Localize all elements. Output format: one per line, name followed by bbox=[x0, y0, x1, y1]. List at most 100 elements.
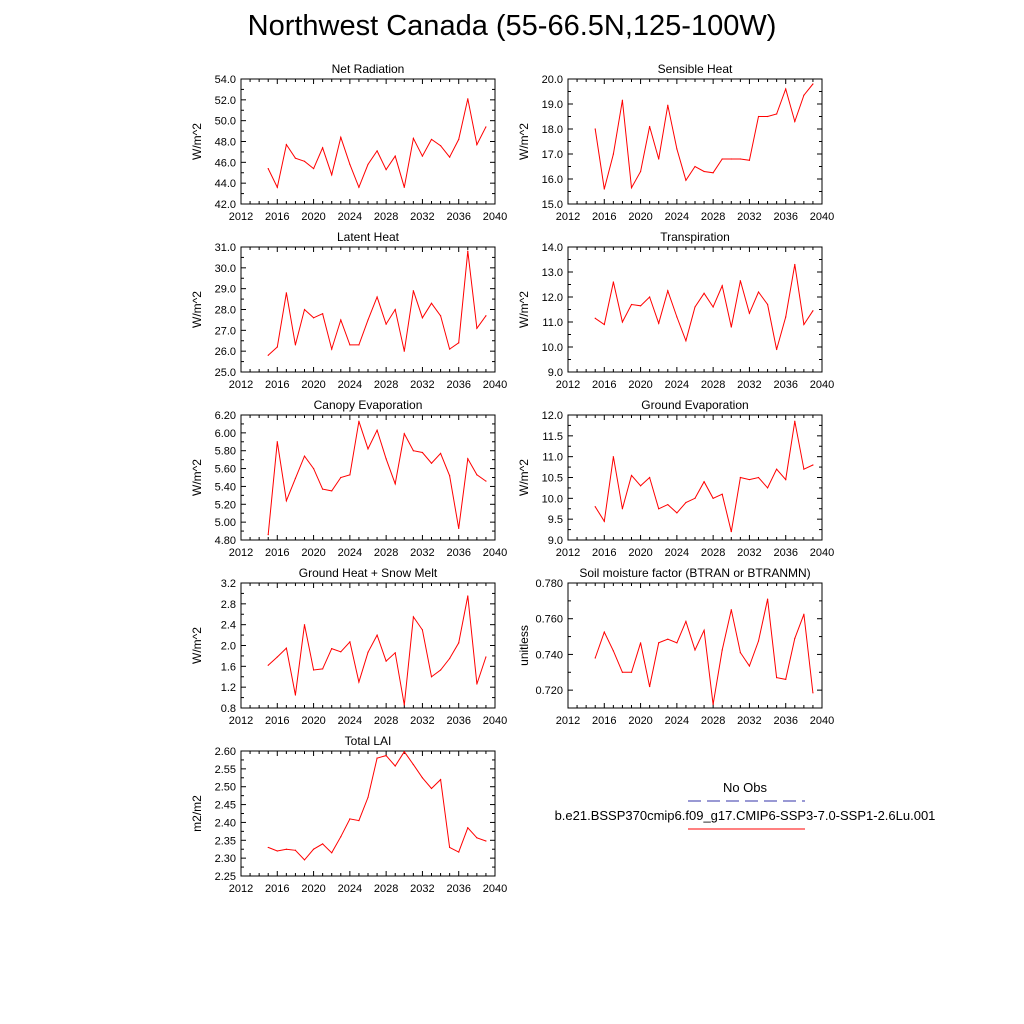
data-point bbox=[639, 485, 642, 487]
panel-title: Net Radiation bbox=[332, 62, 405, 76]
y-axis-label: W/m^2 bbox=[517, 123, 531, 160]
data-point bbox=[340, 136, 342, 138]
data-point bbox=[649, 685, 651, 688]
x-tick-label: 2016 bbox=[265, 547, 289, 559]
data-point bbox=[739, 652, 741, 654]
data-point bbox=[485, 315, 487, 317]
plot-frame bbox=[240, 414, 496, 541]
x-tick-label: 2020 bbox=[628, 379, 652, 391]
y-tick-label: 30.0 bbox=[215, 263, 236, 275]
data-point bbox=[739, 158, 741, 160]
data-point bbox=[621, 321, 624, 323]
x-tick-label: 2032 bbox=[410, 715, 434, 727]
data-point bbox=[294, 477, 297, 479]
y-tick-label: 5.60 bbox=[215, 464, 236, 476]
data-point bbox=[766, 115, 769, 118]
data-point bbox=[412, 290, 414, 292]
chart-panel: Canopy Evaporation W/m^2 2012 2016 2020 2024 2… bbox=[190, 398, 507, 559]
y-tick-label: 1.2 bbox=[221, 682, 236, 694]
y-tick-label: 0.740 bbox=[535, 649, 563, 661]
chart-panel: Ground Heat + Snow Melt W/m^2 2012 2016 2020… bbox=[190, 566, 507, 727]
data-point bbox=[603, 631, 605, 633]
data-point bbox=[331, 174, 333, 176]
data-point bbox=[403, 751, 405, 753]
y-tick-label: 1.6 bbox=[221, 661, 236, 673]
chart-panel: Sensible Heat W/m^2 2012 2016 2020 2024 2028 20… bbox=[517, 62, 834, 223]
data-point bbox=[430, 676, 433, 678]
data-point bbox=[639, 305, 642, 307]
data-point bbox=[267, 846, 269, 849]
x-tick-label: 2020 bbox=[301, 547, 325, 559]
data-point bbox=[476, 683, 478, 685]
data-point bbox=[376, 634, 378, 636]
x-tick-label: 2028 bbox=[374, 211, 398, 223]
data-point bbox=[303, 624, 306, 626]
data-point bbox=[467, 595, 469, 597]
data-point bbox=[267, 534, 269, 536]
data-point bbox=[776, 348, 778, 351]
series-line bbox=[594, 83, 814, 190]
x-tick-label: 2024 bbox=[338, 211, 362, 223]
data-point bbox=[621, 671, 624, 673]
x-tick-label: 2012 bbox=[556, 715, 580, 727]
data-point bbox=[421, 777, 424, 779]
data-point bbox=[322, 488, 324, 490]
data-point bbox=[358, 344, 360, 346]
x-tick-label: 2032 bbox=[737, 379, 761, 391]
data-point bbox=[603, 520, 605, 522]
x-tick-label: 2020 bbox=[301, 211, 325, 223]
data-point bbox=[367, 796, 369, 799]
x-tick-label: 2024 bbox=[338, 547, 362, 559]
data-point bbox=[439, 315, 442, 317]
data-point bbox=[694, 497, 696, 499]
x-tick-label: 2024 bbox=[665, 211, 689, 223]
plot-frame bbox=[240, 246, 496, 373]
data-point bbox=[694, 649, 696, 651]
data-point bbox=[712, 172, 714, 174]
data-point bbox=[340, 319, 342, 321]
data-point bbox=[303, 160, 306, 162]
data-point bbox=[349, 344, 351, 346]
x-tick-label: 2040 bbox=[810, 547, 834, 559]
x-tick-label: 2016 bbox=[265, 379, 289, 391]
x-tick-label: 2020 bbox=[301, 379, 325, 391]
y-axis-label: W/m^2 bbox=[190, 123, 204, 160]
x-tick-label: 2012 bbox=[556, 211, 580, 223]
data-point bbox=[794, 120, 796, 123]
data-point bbox=[394, 483, 396, 485]
data-point bbox=[667, 104, 669, 106]
data-point bbox=[639, 642, 642, 644]
data-point bbox=[303, 859, 306, 861]
data-point bbox=[285, 647, 287, 649]
data-point bbox=[685, 501, 687, 504]
x-tick-label: 2020 bbox=[628, 715, 652, 727]
y-tick-label: 54.0 bbox=[215, 74, 236, 86]
data-point bbox=[630, 474, 633, 477]
chart-panel: Soil moisture factor (BTRAN or BTRANMN) u… bbox=[517, 566, 834, 727]
x-tick-label: 2028 bbox=[701, 715, 725, 727]
plot-frame bbox=[567, 246, 823, 373]
data-point bbox=[394, 765, 396, 767]
plot-frame bbox=[240, 78, 496, 205]
y-tick-label: 5.80 bbox=[215, 446, 236, 458]
x-tick-label: 2016 bbox=[592, 547, 616, 559]
x-tick-label: 2040 bbox=[483, 211, 507, 223]
data-point bbox=[458, 342, 460, 344]
y-tick-label: 29.0 bbox=[215, 284, 236, 296]
data-point bbox=[685, 340, 687, 342]
x-tick-label: 2028 bbox=[374, 715, 398, 727]
data-point bbox=[439, 452, 442, 454]
y-tick-label: 2.40 bbox=[215, 817, 236, 829]
x-tick-label: 2012 bbox=[556, 379, 580, 391]
x-tick-label: 2032 bbox=[410, 379, 434, 391]
series-line bbox=[268, 750, 487, 861]
data-point bbox=[730, 326, 732, 328]
y-tick-label: 10.5 bbox=[542, 473, 563, 485]
data-point bbox=[785, 478, 787, 481]
data-point bbox=[794, 263, 796, 266]
data-point bbox=[340, 651, 342, 653]
data-point bbox=[594, 317, 596, 319]
y-tick-label: 0.780 bbox=[535, 578, 563, 590]
data-point bbox=[376, 150, 378, 152]
data-point bbox=[748, 159, 751, 161]
